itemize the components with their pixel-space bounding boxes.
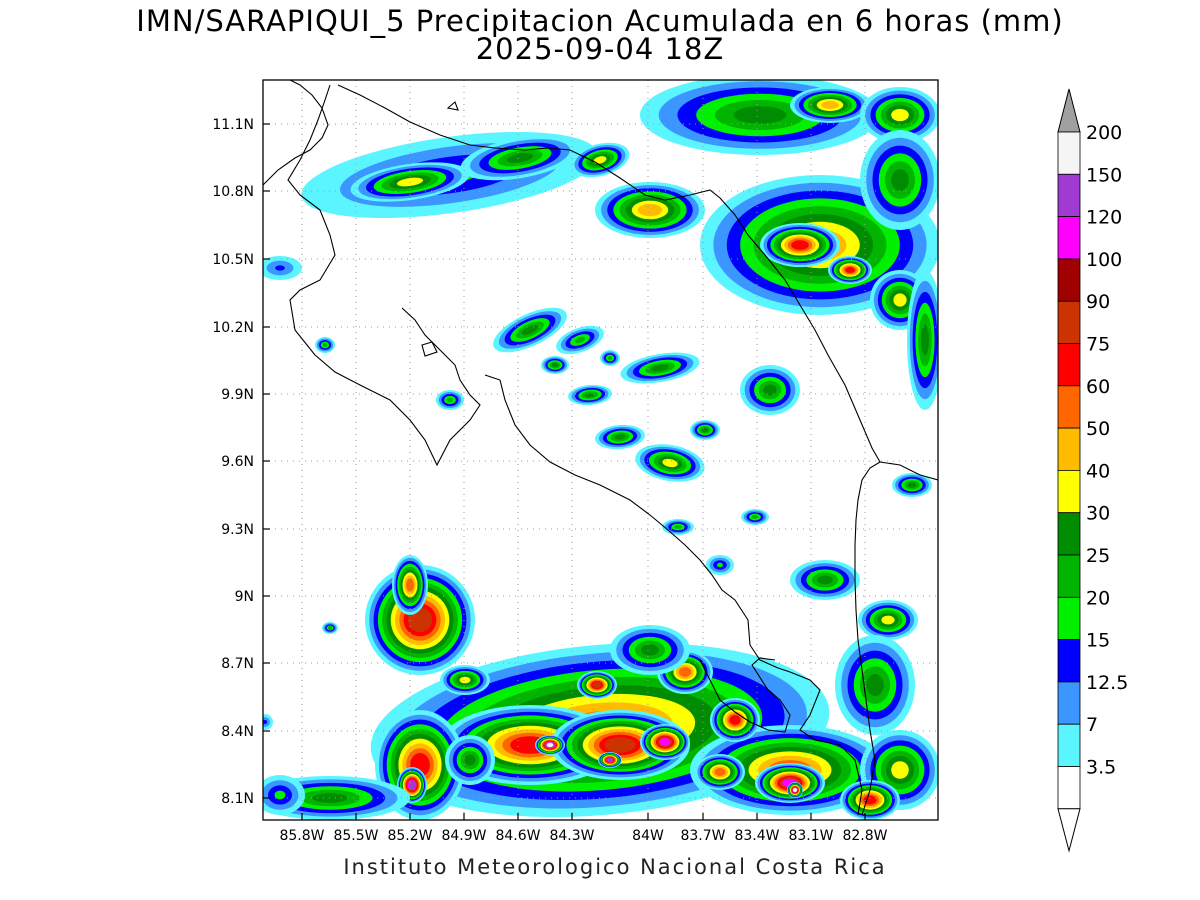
colorbar-label: 3.5 bbox=[1086, 757, 1116, 779]
latitude-axis: 11.1N 10.8N 10.5N 10.2N 9.9N 9.6N 9.3N 9N 8.7N 8.… bbox=[212, 117, 270, 807]
colorbar-swatch bbox=[1057, 258, 1081, 302]
colorbar-max-arrow bbox=[1057, 88, 1081, 133]
colorbar-swatch bbox=[1057, 469, 1081, 514]
colorbar-swatch bbox=[1057, 723, 1081, 767]
colorbar-swatch bbox=[1057, 766, 1081, 810]
map-frame bbox=[262, 79, 939, 821]
colorbar-swatch bbox=[1057, 173, 1081, 218]
colorbar-label: 25 bbox=[1086, 545, 1110, 567]
isla-lake bbox=[446, 101, 459, 111]
lon-tick-label: 85.5W bbox=[333, 828, 378, 844]
lat-tick-label: 8.7N bbox=[221, 656, 254, 672]
colorbar-swatch bbox=[1057, 300, 1081, 344]
lat-tick-label: 10.5N bbox=[212, 252, 254, 268]
institution-footer: Instituto Meteorologico Nacional Costa R… bbox=[343, 855, 887, 879]
isla-small bbox=[421, 341, 438, 357]
colorbar-swatch bbox=[1057, 554, 1081, 598]
precipitation-field bbox=[263, 80, 938, 820]
colorbar-label: 200 bbox=[1086, 122, 1122, 144]
caribbean-coast bbox=[719, 197, 938, 481]
colorbar-swatch bbox=[1057, 216, 1081, 260]
lon-tick-label: 83.1W bbox=[788, 828, 833, 844]
colorbar-label: 90 bbox=[1086, 291, 1110, 313]
lon-tick-label: 84.6W bbox=[495, 828, 540, 844]
colorbar-swatch bbox=[1057, 639, 1081, 683]
lat-tick-label: 9.3N bbox=[221, 522, 254, 538]
longitude-axis: 85.8W 85.5W 85.2W 84.9W 84.6W 84.3W 84W 83.7W 83… bbox=[279, 813, 888, 844]
colorbar-label: 15 bbox=[1086, 630, 1110, 652]
caribbean-nicaragua-coast bbox=[263, 80, 329, 186]
lon-tick-label: 84.3W bbox=[549, 828, 594, 844]
colorbar-swatch bbox=[1057, 343, 1081, 387]
coastline bbox=[263, 80, 938, 816]
lon-tick-label: 82.8W bbox=[842, 828, 887, 844]
colorbar-legend: 200 150 120 100 90 75 60 50 40 30 25 20 15 12.5 7 3.5 bbox=[1057, 88, 1128, 853]
colorbar-label: 30 bbox=[1086, 503, 1110, 525]
colorbar-label: 12.5 bbox=[1086, 672, 1128, 694]
lon-tick-label: 84.9W bbox=[441, 828, 486, 844]
colorbar-label: 20 bbox=[1086, 587, 1110, 609]
colorbar-label: 40 bbox=[1086, 460, 1110, 482]
colorbar-swatch bbox=[1057, 512, 1081, 556]
lat-tick-label: 8.4N bbox=[221, 724, 254, 740]
lat-tick-label: 9.9N bbox=[221, 387, 254, 403]
colorbar-swatch bbox=[1057, 596, 1081, 640]
colorbar-label: 120 bbox=[1086, 207, 1122, 229]
lat-tick-label: 10.2N bbox=[212, 320, 254, 336]
panama-border bbox=[854, 461, 881, 816]
colorbar-label: 7 bbox=[1086, 714, 1098, 736]
colorbar-label: 50 bbox=[1086, 418, 1110, 440]
colorbar-swatch bbox=[1057, 131, 1081, 175]
lat-tick-label: 9N bbox=[235, 589, 254, 605]
lon-tick-label: 85.8W bbox=[279, 828, 324, 844]
lat-tick-label: 9.6N bbox=[221, 454, 254, 470]
colorbar-label: 75 bbox=[1086, 334, 1110, 356]
pacific-coast-central bbox=[484, 374, 863, 816]
colorbar-label: 150 bbox=[1086, 164, 1122, 186]
map-datetime: 2025-09-04 18Z bbox=[475, 32, 725, 66]
osa-peninsula bbox=[699, 657, 791, 733]
colorbar-swatch bbox=[1057, 427, 1081, 471]
colorbar-label: 100 bbox=[1086, 249, 1122, 271]
colorbar-swatch bbox=[1057, 385, 1081, 429]
colorbar-min-arrow bbox=[1057, 808, 1081, 853]
lon-tick-label: 83.7W bbox=[680, 828, 725, 844]
lon-tick-label: 84W bbox=[632, 828, 664, 844]
lat-tick-label: 8.1N bbox=[221, 791, 254, 807]
pacific-coast-nicoya bbox=[287, 84, 481, 467]
lat-tick-label: 10.8N bbox=[212, 184, 254, 200]
colorbar-label: 60 bbox=[1086, 376, 1110, 398]
lon-tick-label: 83.4W bbox=[734, 828, 779, 844]
nicaragua-costarica-border bbox=[337, 84, 721, 201]
colorbar-swatch bbox=[1057, 681, 1081, 725]
map-title: IMN/SARAPIQUI_5 Precipitacion Acumulada … bbox=[136, 4, 1064, 38]
lon-tick-label: 85.2W bbox=[387, 828, 432, 844]
lat-tick-label: 11.1N bbox=[212, 117, 254, 133]
